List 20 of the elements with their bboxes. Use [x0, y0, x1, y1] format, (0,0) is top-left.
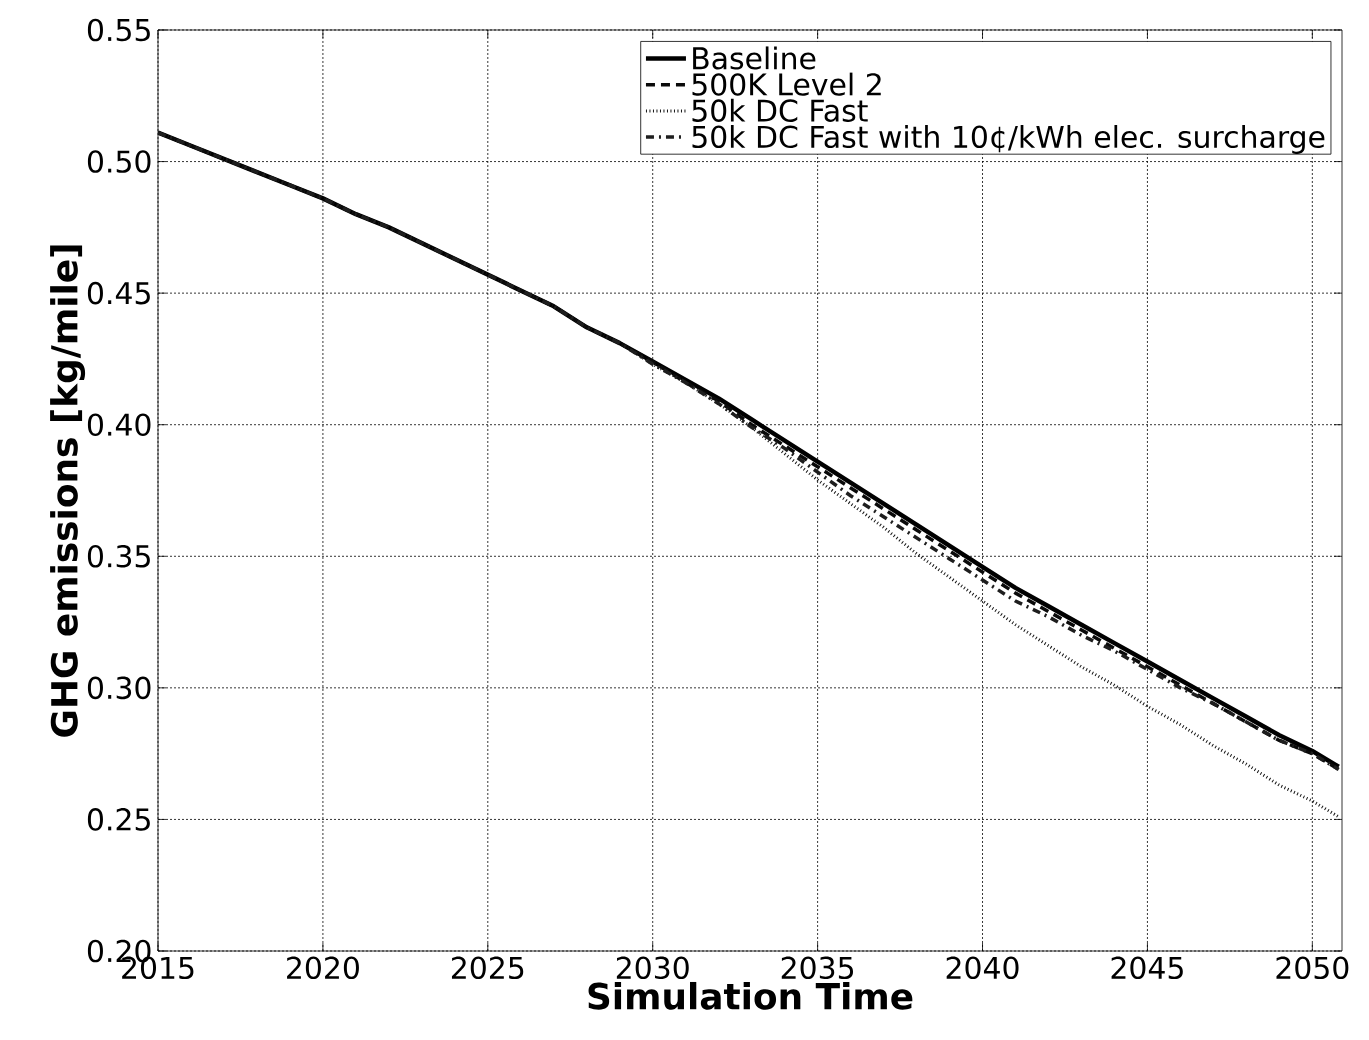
x-tick-label: 2045	[1111, 956, 1183, 980]
legend-label: 500K Level 2	[692, 72, 881, 96]
y-tick-label: 0.30	[87, 676, 151, 700]
x-tick-label: 2030	[616, 956, 689, 980]
y-tick-label: 0.55	[87, 18, 150, 42]
y-tick-label: 0.50	[87, 150, 151, 173]
legend-label: 50k DC Fast	[692, 98, 868, 122]
x-tick-label: 2050	[1276, 956, 1349, 980]
x-tick-label: 2025	[451, 956, 524, 980]
x-tick-label: 2020	[287, 956, 359, 980]
y-tick-label: 0.25	[87, 808, 150, 831]
legend-label: Baseline	[693, 46, 816, 70]
y-tick-label: 0.35	[87, 544, 150, 568]
x-tick-label: 2040	[946, 956, 1019, 980]
x-axis-title: Simulation Time	[588, 981, 913, 1010]
y-tick-label: 0.45	[87, 281, 150, 305]
y-axis-title: GHG emissions [kg/mile]	[50, 245, 86, 737]
x-tick-label: 2035	[781, 956, 854, 980]
y-tick-label: 0.40	[87, 413, 151, 437]
legend-label: 50k DC Fast with 10¢/kWh elec. surcharge	[692, 124, 1325, 154]
